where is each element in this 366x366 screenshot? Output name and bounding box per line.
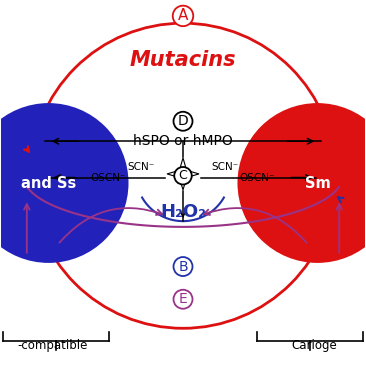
Text: Mutacins: Mutacins: [130, 49, 236, 70]
Text: Sm: Sm: [305, 176, 330, 190]
Text: SCN⁻: SCN⁻: [211, 162, 238, 172]
FancyArrowPatch shape: [24, 146, 29, 152]
Text: A: A: [178, 8, 188, 23]
Text: SCN⁻: SCN⁻: [128, 162, 155, 172]
FancyArrowPatch shape: [60, 208, 162, 243]
Polygon shape: [167, 158, 199, 190]
FancyArrowPatch shape: [204, 208, 306, 243]
Text: OSCN⁻: OSCN⁻: [91, 172, 126, 183]
Text: -compatible: -compatible: [17, 339, 87, 352]
FancyArrowPatch shape: [338, 197, 344, 202]
Text: B: B: [178, 259, 188, 273]
Text: hSPO or hMPO: hSPO or hMPO: [133, 134, 233, 148]
Text: C: C: [179, 169, 187, 182]
Text: and Ss: and Ss: [21, 176, 76, 190]
Circle shape: [238, 103, 366, 263]
FancyArrowPatch shape: [336, 204, 342, 253]
Text: E: E: [179, 292, 187, 306]
Text: Carioge: Carioge: [291, 339, 337, 352]
FancyArrowPatch shape: [24, 204, 30, 253]
Text: H₂O₂: H₂O₂: [160, 203, 206, 221]
Text: OSCN⁻: OSCN⁻: [240, 172, 275, 183]
Text: D: D: [178, 114, 188, 128]
Circle shape: [0, 103, 128, 263]
